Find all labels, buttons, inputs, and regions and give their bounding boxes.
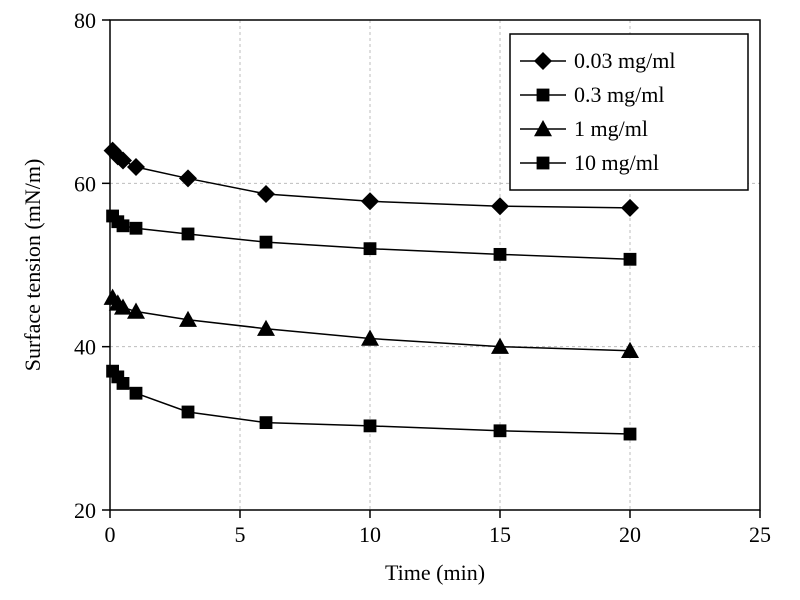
svg-text:Time (min): Time (min) [385,560,485,585]
svg-text:0.3 mg/ml: 0.3 mg/ml [574,82,664,107]
svg-text:10: 10 [359,522,381,547]
svg-text:60: 60 [74,171,96,196]
svg-text:80: 80 [74,8,96,33]
svg-text:20: 20 [619,522,641,547]
svg-text:10 mg/ml: 10 mg/ml [574,150,659,175]
svg-text:Surface tension (mN/m): Surface tension (mN/m) [20,159,45,372]
svg-text:0: 0 [105,522,116,547]
svg-text:40: 40 [74,335,96,360]
svg-text:15: 15 [489,522,511,547]
svg-text:20: 20 [74,498,96,523]
svg-text:25: 25 [749,522,771,547]
surface-tension-chart: 0 5 10 15 20 25 Time (min) 20 40 60 80 Surface tens… [0,0,800,600]
chart-container: 0 5 10 15 20 25 Time (min) 20 40 60 80 Surface tens… [0,0,800,600]
svg-text:0.03 mg/ml: 0.03 mg/ml [574,48,675,73]
svg-text:1 mg/ml: 1 mg/ml [574,116,648,141]
svg-text:5: 5 [235,522,246,547]
